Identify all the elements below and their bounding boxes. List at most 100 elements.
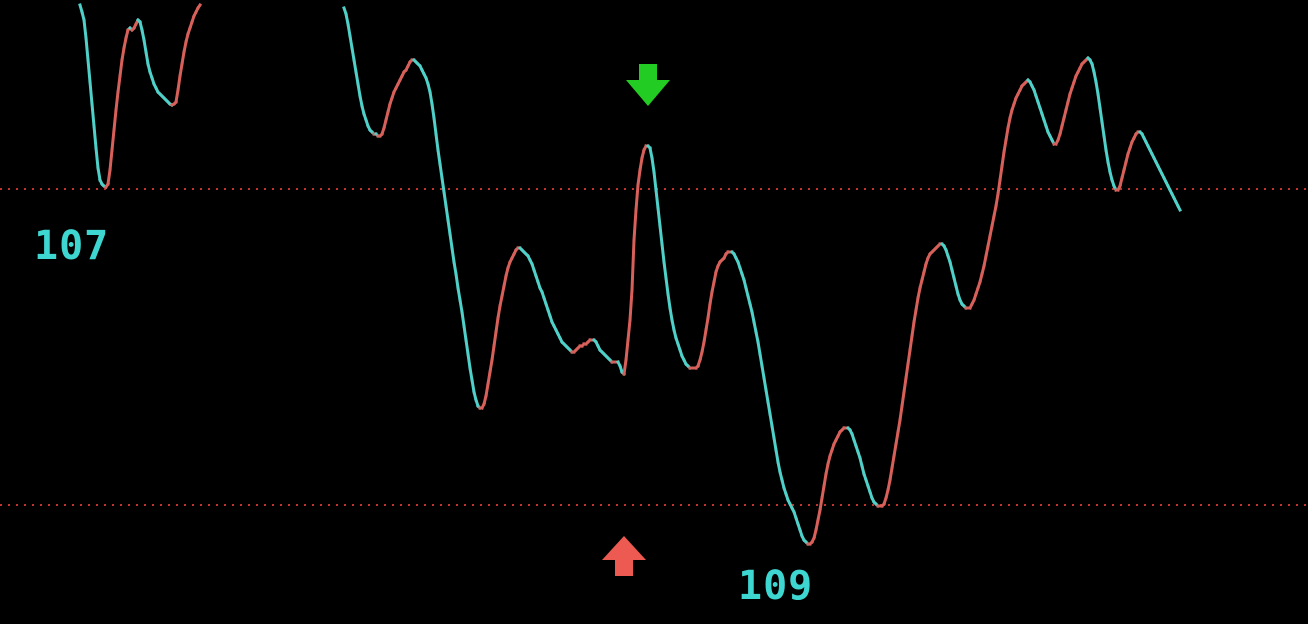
price-segment <box>466 352 472 370</box>
price-segment <box>352 58 358 74</box>
price-segment <box>195 2 203 11</box>
price-segment <box>494 316 500 334</box>
price-segment <box>910 320 916 338</box>
price-segment <box>1104 148 1110 164</box>
price-segment <box>86 58 92 84</box>
level-label-107: 107 <box>34 223 110 269</box>
price-segment <box>1102 134 1108 152</box>
price-segment <box>776 460 782 474</box>
price-segment <box>176 74 182 92</box>
price-segment <box>992 204 998 218</box>
price-segment <box>1000 150 1006 168</box>
price-segment <box>448 232 454 250</box>
price-segment <box>94 146 100 170</box>
price-segment <box>752 320 758 334</box>
price-segment <box>438 162 444 180</box>
price-segment <box>1106 160 1112 174</box>
price-segment <box>178 62 184 78</box>
price-segment <box>454 272 460 290</box>
price-segment <box>492 330 498 348</box>
price-segment <box>174 88 180 104</box>
price-segment <box>622 358 628 376</box>
price-segment <box>898 404 904 422</box>
price-segment <box>750 310 756 324</box>
price-segment <box>668 306 674 322</box>
price-segment <box>712 270 718 284</box>
price-segment <box>444 204 450 222</box>
price-segment <box>638 156 644 172</box>
price-segment <box>652 170 658 192</box>
price-segment <box>998 164 1004 182</box>
price-segment <box>624 338 630 362</box>
price-segment <box>430 102 436 120</box>
price-segment <box>452 260 458 276</box>
price-segment <box>814 518 820 532</box>
price-segment <box>496 304 502 320</box>
price-segment <box>892 442 898 458</box>
price-segment <box>774 448 780 464</box>
price-segment <box>458 298 464 314</box>
price-segment <box>456 286 462 302</box>
price-segment <box>762 376 768 392</box>
price-segment <box>820 484 826 500</box>
price-segment <box>914 296 920 312</box>
price-segment <box>706 302 712 320</box>
price-segment <box>770 424 776 440</box>
price-segment <box>84 36 90 62</box>
price-segment <box>904 362 910 380</box>
price-segment <box>764 388 770 404</box>
price-segment <box>1092 70 1098 84</box>
price-segment <box>142 38 148 54</box>
price-segment <box>114 90 120 112</box>
price-segment <box>108 148 114 172</box>
price-segment <box>436 148 442 166</box>
price-segment <box>982 254 988 268</box>
level-label-109: 109 <box>738 563 814 609</box>
price-segment <box>888 466 894 482</box>
price-segment <box>446 218 452 236</box>
price-segment <box>180 50 186 66</box>
price-segment <box>350 46 356 62</box>
price-segment <box>656 206 662 228</box>
sell-arrow-icon <box>626 64 670 106</box>
price-segment <box>500 284 506 298</box>
price-segment <box>118 58 124 78</box>
price-segment <box>654 188 660 210</box>
buy-arrow-icon <box>602 536 646 576</box>
price-segment <box>120 46 126 62</box>
price-segment <box>344 12 350 26</box>
price-segment <box>768 412 774 428</box>
price-segment <box>144 50 150 66</box>
price-segment <box>758 352 764 368</box>
price-segment <box>1006 116 1012 130</box>
price-segment <box>822 472 828 488</box>
price-segment <box>490 344 496 362</box>
price-segment <box>818 496 824 512</box>
price-segment <box>988 224 994 238</box>
price-segment <box>700 340 706 354</box>
price-segment <box>1004 126 1010 142</box>
price-segment <box>984 244 990 258</box>
price-segment <box>106 168 112 186</box>
price-segment <box>1096 92 1102 110</box>
price-segment <box>912 308 918 324</box>
price-segment <box>636 168 642 187</box>
price-segment <box>468 366 474 382</box>
price-segment <box>88 80 94 106</box>
price-segment <box>896 418 902 434</box>
price-segment <box>450 246 456 264</box>
price-segment <box>662 260 668 280</box>
price-segment <box>772 436 778 452</box>
price-segment <box>116 74 122 94</box>
price-segment <box>432 116 438 136</box>
price-segment <box>658 224 664 246</box>
price-segment <box>650 156 656 174</box>
price-segment <box>702 328 708 344</box>
price-segment <box>634 183 640 212</box>
price-segment <box>626 318 632 342</box>
price-segment <box>824 462 830 476</box>
price-segment <box>816 508 822 522</box>
price-segment <box>632 208 638 242</box>
price-segment <box>1002 138 1008 154</box>
